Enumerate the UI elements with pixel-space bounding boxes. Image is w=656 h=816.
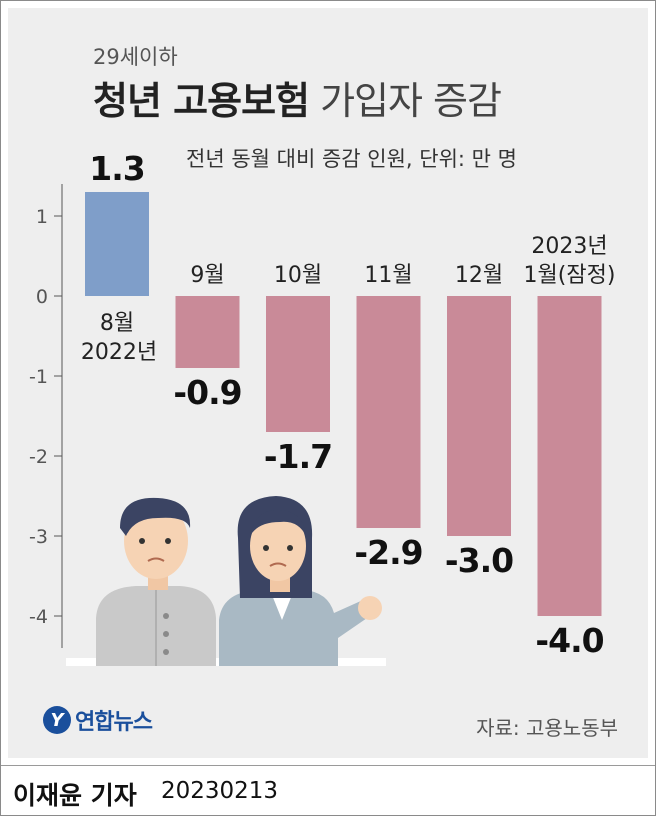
- news-agency-logo: Y 연합뉴스: [43, 704, 153, 736]
- chart-panel: 1 0 -1 -2 -3 -4 1.3 8월 2022년 -0.9 9월 -1.7 10월 -2.9 11월…: [8, 8, 648, 758]
- bar: [356, 296, 421, 528]
- data-label: -2.9: [354, 533, 422, 572]
- two-young-people-icon: [66, 496, 386, 666]
- chart-subtitle: 29세이하: [93, 45, 178, 69]
- unit-note: 전년 동월 대비 증감 인원, 단위: 만 명: [186, 147, 517, 171]
- publish-date: 20230213: [161, 778, 279, 804]
- x-tick-label: 10월: [274, 263, 322, 288]
- y-tick-label: -4: [29, 606, 48, 628]
- chart-title: 청년 고용보험 가입자 증감: [93, 70, 502, 125]
- y-tick-label: -1: [29, 366, 48, 388]
- y-tick-label: -2: [29, 446, 48, 468]
- x-tick-label: 9월: [190, 263, 224, 288]
- chart-layer: 1 0 -1 -2 -3 -4 1.3 8월 2022년 -0.9 9월 -1.7 10월 -2.9 11월…: [29, 149, 615, 660]
- footer-bar: 이재윤 기자 20230213: [1, 765, 655, 815]
- x-tick-label: 1월(잠정): [524, 263, 616, 288]
- bar: [175, 296, 240, 368]
- bar: [85, 192, 149, 296]
- bar: [447, 296, 511, 536]
- bar: [266, 296, 330, 432]
- x-tick-label: 2022년: [81, 340, 157, 365]
- logo-mark-icon: Y: [43, 706, 71, 734]
- data-label: 1.3: [89, 149, 144, 188]
- y-tick-label: 1: [36, 206, 48, 228]
- bar-chart: 1 0 -1 -2 -3 -4 1.3 8월 2022년 -0.9 9월 -1.7 10월 -2.9 11월…: [29, 149, 615, 666]
- x-tick-label: 8월: [100, 311, 134, 336]
- logo-text: 연합뉴스: [75, 710, 153, 735]
- data-label: -4.0: [535, 621, 603, 660]
- data-label: -3.0: [445, 541, 513, 580]
- chart-title-bold: 청년 고용보험: [93, 79, 310, 123]
- x-tick-label: 12월: [455, 263, 503, 288]
- bar: [537, 296, 602, 616]
- data-label: -1.7: [264, 437, 332, 476]
- y-tick-label: 0: [36, 286, 48, 308]
- y-tick-label: -3: [29, 526, 48, 548]
- x-tick-label: 11월: [364, 263, 412, 288]
- data-label: -0.9: [173, 373, 241, 412]
- x-tick-label: 2023년: [531, 234, 607, 259]
- source-note: 자료: 고용노동부: [476, 716, 618, 740]
- reporter-name: 이재윤 기자: [13, 781, 137, 810]
- chart-title-light: 가입자 증감: [309, 79, 502, 123]
